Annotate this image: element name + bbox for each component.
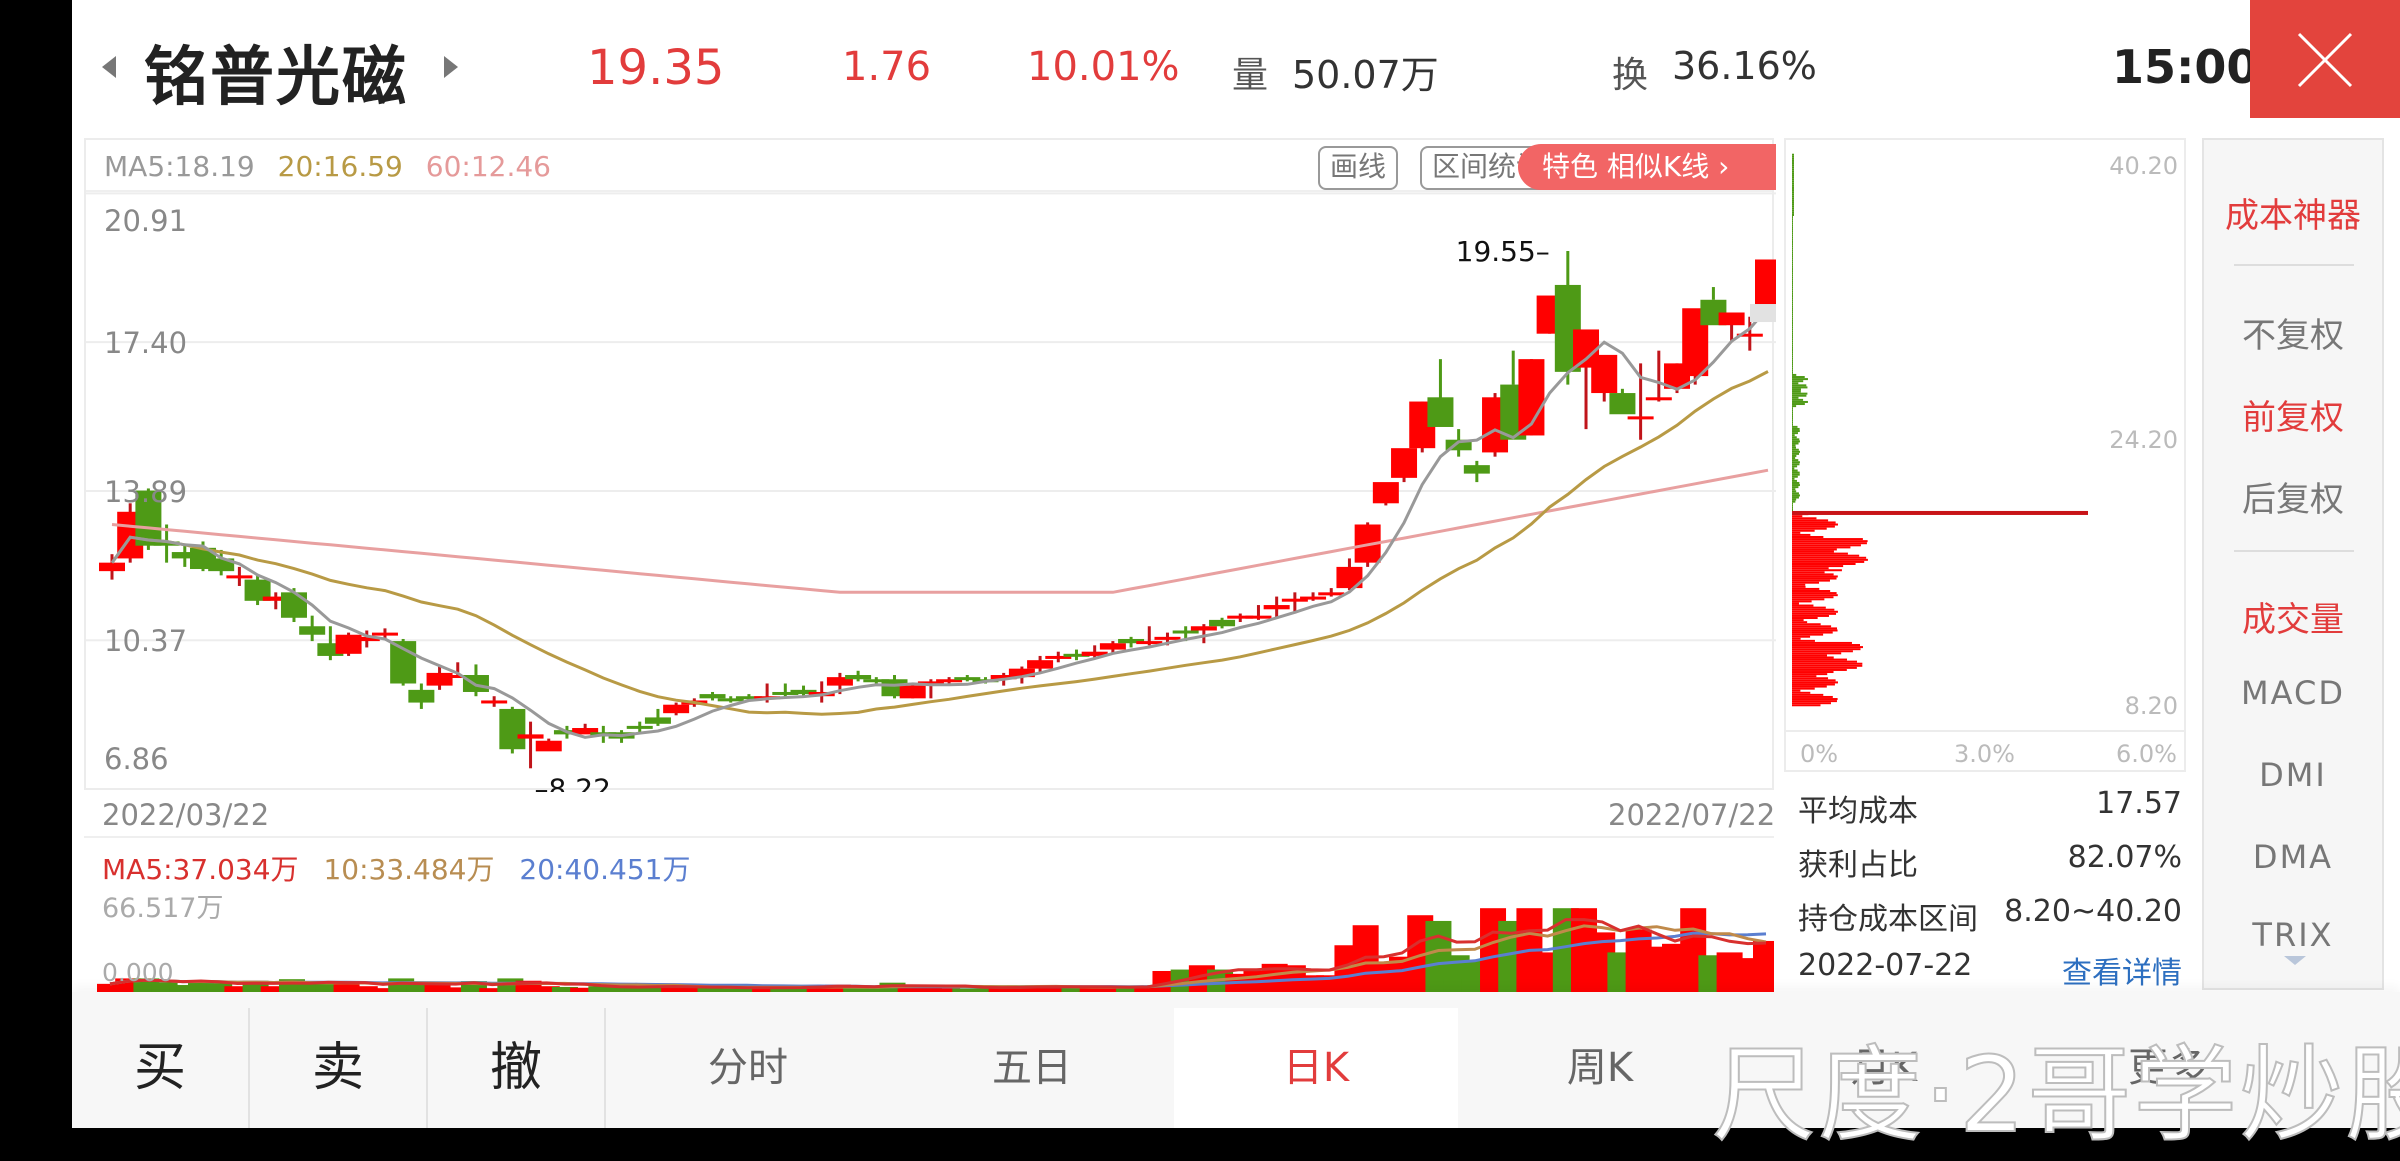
avg-cost-value: 17.57	[2096, 786, 2182, 821]
svg-text:–8.22: –8.22	[535, 772, 611, 792]
menu-cost-tool[interactable]: 成本神器	[2225, 196, 2361, 236]
sell-button[interactable]: 卖	[311, 1038, 364, 1098]
cost-y-label: 24.20	[2109, 426, 2178, 454]
menu-backward-adjust[interactable]: 后复权	[2242, 480, 2344, 520]
volume-zero-label: 0.000	[102, 958, 174, 987]
cost-x-label: 0%	[1800, 740, 1839, 768]
volume-value: 50.07万	[1292, 53, 1439, 97]
cost-y-label: 8.20	[2124, 692, 2178, 720]
tab-monthly-k[interactable]: 月K	[1850, 1045, 1918, 1091]
y-axis-label: 10.37	[104, 624, 188, 658]
tab-weekly-k[interactable]: 周K	[1566, 1045, 1634, 1091]
cost-distribution-bars	[1792, 153, 2088, 707]
draw-line-button[interactable]: 画线	[1318, 146, 1399, 190]
cost-distribution-chart[interactable]: 40.20 24.20 8.20 0% 3.0% 6.0%	[1784, 138, 2186, 772]
date-start: 2022/03/22	[102, 798, 270, 832]
volume-bars	[97, 908, 1774, 994]
turnover-value: 36.16%	[1672, 44, 1817, 88]
tab-daily-k[interactable]: 日K	[1174, 1008, 1458, 1128]
cost-date-row: 2022-07-22 查看详情	[1784, 942, 2194, 996]
volume-max-label: 66.517万	[102, 893, 224, 924]
cost-x-label: 6.0%	[2116, 740, 2177, 768]
menu-forward-adjust[interactable]: 前复权	[2242, 398, 2344, 438]
cost-y-label: 40.20	[2109, 152, 2178, 180]
y-axis-label: 17.40	[104, 326, 188, 360]
volume-label: 量	[1232, 55, 1269, 96]
menu-trix[interactable]: TRIX	[2252, 916, 2334, 954]
y-axis-label: 20.91	[104, 204, 188, 238]
cost-range-row: 持仓成本区间 8.20~40.20	[1784, 888, 2194, 942]
similar-kline-button[interactable]: 特色 相似K线 ›	[1518, 144, 1776, 190]
quote-header: 铭普光磁 19.35 1.76 10.01% 量 50.07万 换 36.16%…	[72, 0, 2400, 132]
ma5-legend: MA5:18.19	[104, 150, 255, 183]
menu-divider	[2234, 264, 2354, 266]
close-button[interactable]	[2250, 0, 2400, 118]
stock-kline-screen: 铭普光磁 19.35 1.76 10.01% 量 50.07万 换 36.16%…	[72, 0, 2400, 1157]
scroll-down-icon[interactable]	[2284, 956, 2306, 965]
next-stock-arrow-icon[interactable]	[444, 56, 458, 78]
avg-cost-row: 平均成本 17.57	[1784, 780, 2194, 834]
candlestick-chart[interactable]: 19.55– –8.22	[86, 140, 1776, 792]
cost-summary: 平均成本 17.57 获利占比 82.07% 持仓成本区间 8.20~40.20…	[1784, 780, 2194, 996]
cost-range-label: 持仓成本区间	[1798, 902, 1978, 937]
indicator-side-menu: 成本神器 不复权 前复权 后复权 成交量 MACD DMI DMA TRIX	[2202, 138, 2384, 990]
vol-ma20-legend: 20:40.451万	[519, 853, 691, 886]
profit-ratio-value: 82.07%	[2067, 840, 2182, 875]
tab-five-day[interactable]: 五日	[992, 1045, 1072, 1091]
turnover-label: 换	[1612, 55, 1649, 96]
ma20-legend: 20:16.59	[277, 150, 403, 183]
menu-macd[interactable]: MACD	[2241, 674, 2345, 712]
cost-range-value: 8.20~40.20	[2004, 894, 2182, 929]
date-axis: 2022/03/22 2022/07/22	[84, 790, 1776, 844]
last-price: 19.35	[587, 40, 725, 96]
stock-name: 铭普光磁	[144, 41, 408, 115]
cancel-order-button[interactable]: 撤	[489, 1038, 542, 1098]
close-x-icon	[2297, 32, 2353, 88]
volume-chart-panel[interactable]: MA5:37.034万 10:33.484万 20:40.451万 66.517…	[84, 836, 1774, 994]
price-change: 1.76	[842, 44, 932, 90]
menu-volume[interactable]: 成交量	[2242, 600, 2344, 640]
cost-axis-divider	[1786, 730, 2184, 732]
y-axis-label: 13.89	[104, 475, 188, 509]
cost-date: 2022-07-22	[1798, 948, 1973, 983]
quote-time: 15:00	[2112, 40, 2259, 94]
legend-divider	[86, 190, 1772, 192]
divider	[604, 1008, 606, 1128]
date-end: 2022/07/22	[1608, 798, 1776, 832]
price-change-pct: 10.01%	[1027, 44, 1180, 90]
avg-cost-label: 平均成本	[1798, 794, 1918, 829]
menu-dma[interactable]: DMA	[2252, 838, 2334, 876]
price-chart-panel[interactable]: 19.55– –8.22 MA5:18.19 20:16.59 60:12.46 …	[84, 138, 1776, 792]
profit-ratio-row: 获利占比 82.07%	[1784, 834, 2194, 888]
vol-ma5-legend: MA5:37.034万	[102, 853, 299, 886]
buy-button[interactable]: 买	[133, 1038, 186, 1098]
divider	[248, 1008, 250, 1128]
tab-intraday[interactable]: 分时	[708, 1045, 788, 1091]
vol-ma10-legend: 10:33.484万	[323, 853, 495, 886]
y-axis-label: 6.86	[104, 742, 169, 776]
view-details-link[interactable]: 查看详情	[2062, 956, 2182, 991]
bottom-toolbar: 买 卖 撤 分时 五日 日K 周K 月K 更多	[72, 992, 2400, 1128]
menu-no-adjust[interactable]: 不复权	[2242, 316, 2344, 356]
ma60-legend: 60:12.46	[425, 150, 551, 183]
tab-more[interactable]: 更多	[2128, 1045, 2208, 1091]
ma-legend: MA5:18.19 20:16.59 60:12.46	[104, 150, 565, 183]
svg-text:19.55–: 19.55–	[1456, 235, 1550, 268]
menu-dmi[interactable]: DMI	[2259, 756, 2327, 794]
volume-ma-legend: MA5:37.034万 10:33.484万 20:40.451万	[102, 848, 706, 888]
divider	[426, 1008, 428, 1128]
profit-ratio-label: 获利占比	[1798, 848, 1918, 883]
prev-stock-arrow-icon[interactable]	[102, 56, 116, 78]
menu-divider	[2234, 550, 2354, 552]
cost-x-label: 3.0%	[1954, 740, 2015, 768]
